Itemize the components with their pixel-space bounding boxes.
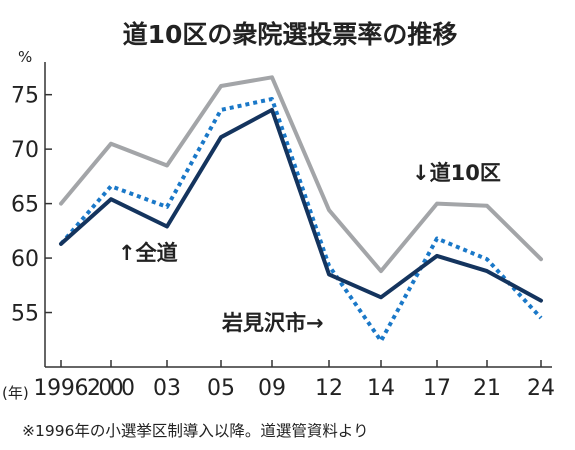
series-line-2 [59, 107, 543, 303]
annotation-zendo: ↑全道 [118, 241, 178, 265]
x-tick-label: 24 [527, 376, 555, 401]
series-line-0 [59, 75, 543, 274]
y-tick-label: 65 [11, 193, 39, 218]
y-tick-label: 70 [11, 138, 39, 163]
x-tick-label: 1996 [34, 376, 89, 401]
series-line-1 [59, 97, 543, 343]
x-tick-label: 21 [473, 376, 501, 401]
x-tick-label: 14 [367, 376, 395, 401]
x-tick-label: 2000 [87, 376, 135, 401]
y-tick-label: 55 [11, 302, 39, 327]
y-axis-unit: % [18, 48, 32, 66]
x-tick-label: 17 [423, 376, 451, 401]
source-note: ※1996年の小選挙区制導入以降。道選管資料より [22, 422, 369, 440]
y-tick-label: 60 [11, 247, 39, 272]
x-tick-label: 09 [258, 376, 286, 401]
annotation-iwamizawa: 岩見沢市→ [221, 311, 324, 335]
annotation-dou10ku: ↓道10区 [412, 161, 501, 185]
chart-title: 道10区の衆院選投票率の推移 [123, 20, 458, 49]
y-tick-labels: 55 60 65 70 75 [11, 84, 52, 327]
x-tick-label: 05 [207, 376, 235, 401]
series-lines [59, 75, 543, 343]
x-tick-label: 12 [315, 376, 343, 401]
x-axis-unit: (年) [2, 384, 29, 402]
y-tick-label: 75 [11, 84, 39, 109]
axes [44, 62, 552, 368]
x-tick-label: 03 [153, 376, 181, 401]
